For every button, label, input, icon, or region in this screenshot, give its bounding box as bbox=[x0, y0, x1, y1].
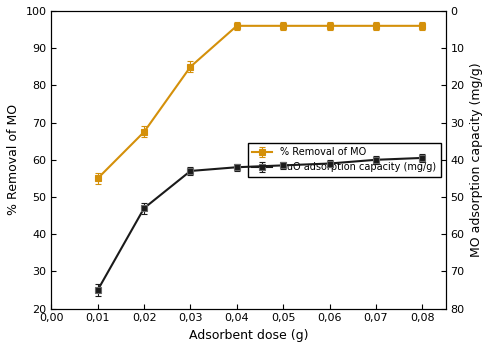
Y-axis label: MO adsorption capacity (mg/g): MO adsorption capacity (mg/g) bbox=[470, 62, 483, 257]
X-axis label: Adsorbent dose (g): Adsorbent dose (g) bbox=[189, 329, 308, 342]
Y-axis label: % Removal of MO: % Removal of MO bbox=[7, 104, 20, 215]
Legend: % Removal of MO, CuO adsorption capacity (mg/g): % Removal of MO, CuO adsorption capacity… bbox=[247, 142, 441, 177]
